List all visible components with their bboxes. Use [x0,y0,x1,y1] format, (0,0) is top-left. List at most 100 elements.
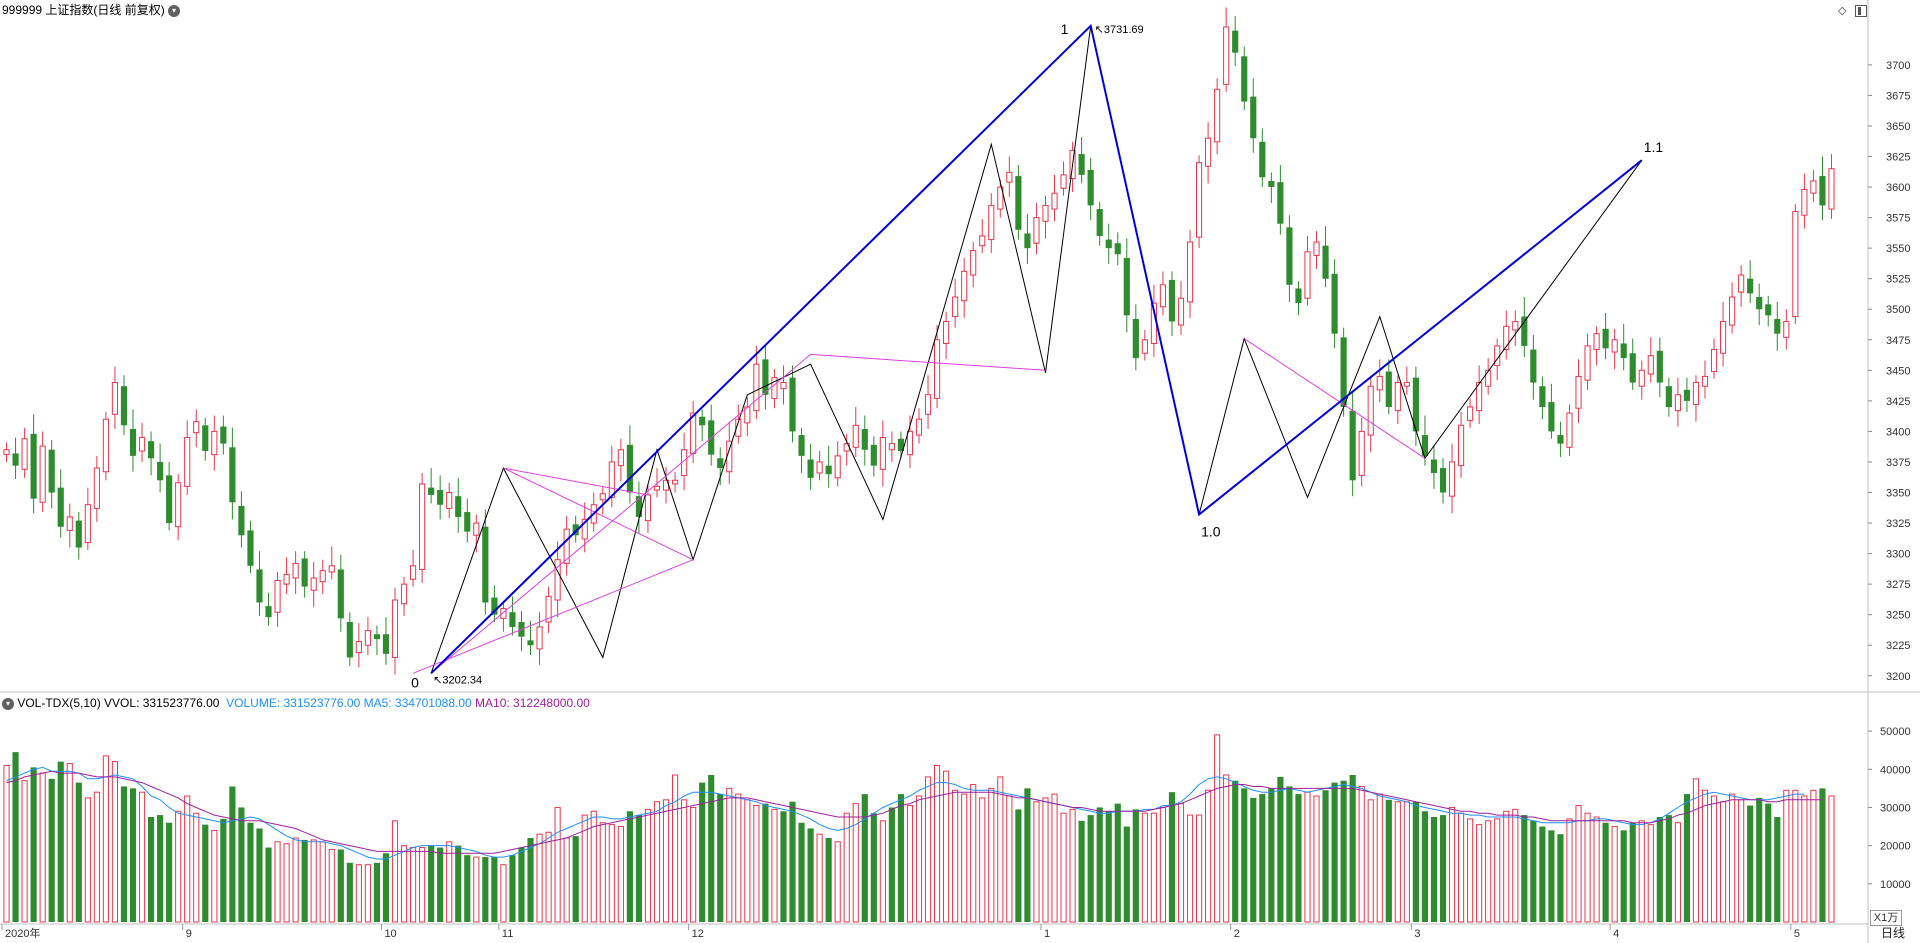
candle [1783,309,1790,350]
candle-body [798,435,805,456]
diamond-icon[interactable]: ◇ [1838,5,1847,17]
volume-bar [1792,789,1799,923]
candle [1476,365,1483,425]
candle [1467,398,1474,428]
candle [1747,260,1754,304]
candle-body [1186,241,1194,303]
candle-body [807,459,814,478]
volume-bar [1512,808,1519,923]
candle-body [1286,227,1293,285]
candle-body [1692,382,1700,406]
volume-bar [1367,799,1374,923]
candle-body [581,518,588,540]
candle [943,311,950,360]
candle [229,427,236,520]
volume-bar [617,826,624,923]
volume-bar [274,841,281,923]
candle [1286,215,1293,302]
chevron-down-icon[interactable]: ▾ [2,697,14,710]
vol-indicator-name[interactable]: VOL-TDX(5,10) [17,696,101,710]
candle [211,415,218,471]
candle [1683,377,1691,412]
candle-body [129,428,137,456]
volume-bar [1358,785,1365,923]
candle-body [1295,288,1302,304]
volume-bar [1195,814,1203,923]
volume-tick-label: 40000 [1880,764,1911,776]
volume-bar [1828,795,1835,923]
candle-body [933,339,941,399]
candle-body [825,465,832,475]
candle-body [400,583,408,605]
vol-vvol: VVOL: 331523776.00 [104,696,220,710]
volume-bar [93,791,100,923]
candle-body [1051,192,1058,210]
candle [1557,421,1564,458]
volume-bar [1132,809,1139,922]
candle-body [1412,377,1419,432]
time-tick-label: 3 [1414,928,1420,940]
candle [391,587,399,675]
volume-bar [699,782,706,922]
candle-body [1719,320,1727,354]
low-price-label: ↖3202.34 [433,674,482,686]
candle-body [1439,468,1447,493]
chart-title: 999999 上证指数(日线 前复权) [2,3,165,17]
candle-body [1774,319,1781,334]
candle-body [482,526,489,603]
chart-title-bar: 999999 上证指数(日线 前复权) ▾ [2,3,181,17]
candle-body [464,512,471,532]
volume-bar [1295,794,1302,922]
time-tick-label: 10 [384,928,396,940]
candle-body [1828,168,1835,210]
panel-toggle-icon[interactable] [1855,5,1867,17]
candle [1530,334,1537,400]
chevron-down-icon[interactable]: ▾ [168,4,181,17]
volume-bar [834,841,841,923]
candle-body [220,426,227,444]
volume-bar [120,786,128,922]
volume-bar [816,833,823,923]
candle-body [1430,459,1438,473]
candle [1024,213,1031,265]
volume-bar [382,853,390,922]
volume-bar [1467,818,1474,923]
candle-body [1747,278,1754,294]
candle-body [1665,386,1672,407]
volume-bar [1087,815,1094,922]
candle-body [599,493,606,501]
volume-bar [744,799,751,923]
candle-body [1783,320,1790,338]
price-tick-label: 3225 [1886,640,1910,652]
candle-body [1141,339,1148,354]
candle [798,427,805,473]
volume-bar [1448,806,1456,923]
candle [1259,128,1266,188]
candle [93,455,100,522]
candle [1114,232,1121,266]
volume-bar [1738,799,1745,923]
candle [1232,16,1239,67]
volume-bar [563,837,570,923]
period-button[interactable]: 日线 [1880,926,1905,940]
volume-bar [39,772,46,923]
candle-body [1024,233,1031,249]
volume-bar [30,767,37,922]
volume-bar [464,855,471,922]
volume-bar [590,810,597,923]
candle [21,427,28,478]
candles [3,7,1835,675]
candle [599,486,606,515]
candle [1006,156,1013,197]
candle-body [1132,319,1139,359]
candle [256,551,263,616]
candle-body [1259,141,1266,178]
volume-bar [1042,797,1049,923]
candle [238,491,245,548]
candle-body [1656,350,1663,383]
candle-body [789,377,796,432]
candle-body [608,461,615,498]
volume-bars [3,734,1835,923]
candle-body [229,447,236,503]
